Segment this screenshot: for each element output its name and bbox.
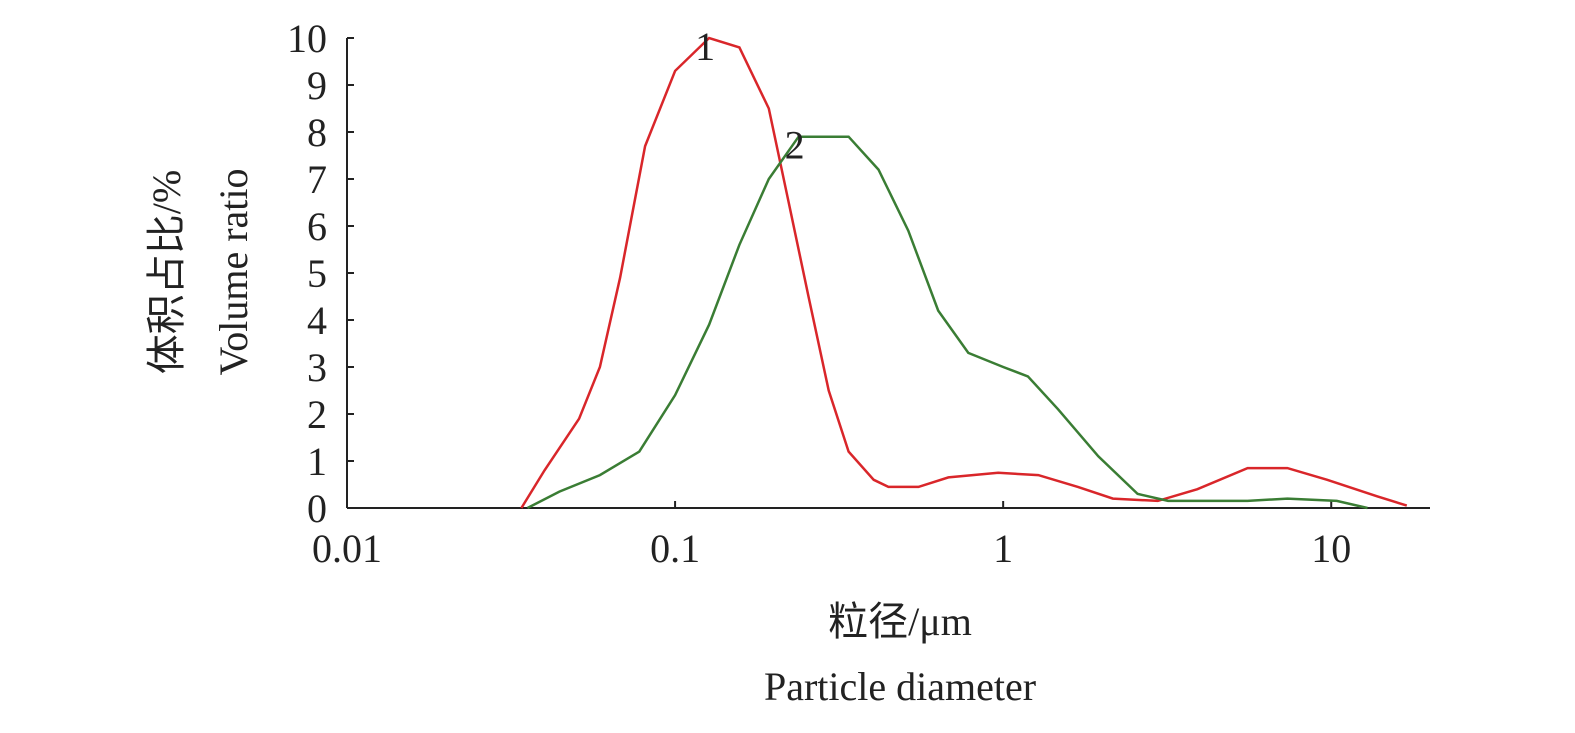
- y-tick-label: 2: [307, 392, 327, 437]
- y-tick-label: 6: [307, 204, 327, 249]
- series-label: 1: [695, 24, 715, 69]
- x-axis-label: 粒径/μm: [828, 599, 972, 644]
- y-axis-label: 体积占比/%: [144, 170, 189, 374]
- y-axis-label: Volume ratio: [211, 168, 256, 375]
- data-line: [520, 36, 1408, 509]
- y-tick-label: 3: [307, 345, 327, 390]
- x-tick-label: 0.01: [312, 526, 382, 571]
- x-axis-label: Particle diameter: [764, 664, 1036, 709]
- y-tick-label: 7: [307, 157, 327, 202]
- x-tick-label: 10: [1311, 526, 1351, 571]
- y-tick-label: 8: [307, 110, 327, 155]
- y-tick-label: 9: [307, 63, 327, 108]
- y-tick-label: 5: [307, 251, 327, 296]
- data-line: [526, 135, 1368, 510]
- y-tick-label: 1: [307, 439, 327, 484]
- y-tick-label: 0: [307, 486, 327, 531]
- series-label: 2: [785, 123, 805, 168]
- y-tick-label: 4: [307, 298, 327, 343]
- x-tick-label: 1: [993, 526, 1013, 571]
- y-tick-label: 10: [287, 16, 327, 61]
- x-tick-label: 0.1: [650, 526, 700, 571]
